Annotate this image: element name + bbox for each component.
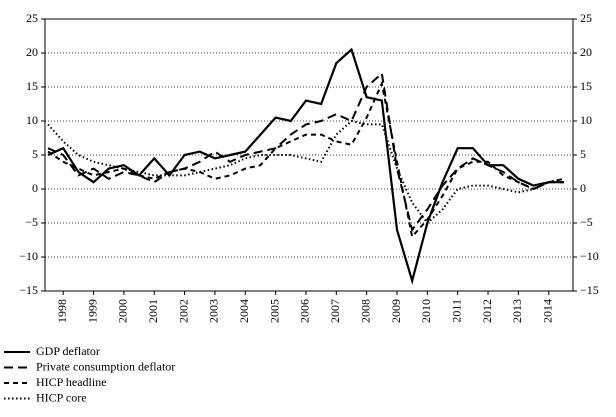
- y2-tick-label: 0: [580, 181, 586, 195]
- y2-tick-label: 15: [580, 79, 592, 93]
- legend-label: HICP headline: [36, 375, 107, 389]
- x-tick-label: 2002: [176, 299, 190, 323]
- y-tick-label: 5: [32, 147, 38, 161]
- x-tick-label: 1999: [85, 299, 99, 323]
- x-tick-label: 2014: [540, 299, 554, 323]
- y-tick-label: −5: [25, 215, 38, 229]
- x-tick-label: 1998: [55, 299, 69, 323]
- y2-tick-label: −10: [580, 249, 599, 263]
- x-tick-label: 2000: [116, 299, 130, 323]
- series-line: [47, 119, 565, 225]
- y2-tick-label: 20: [580, 45, 592, 59]
- legend-label: Private consumption deflator: [36, 359, 175, 373]
- x-tick-label: 2009: [389, 299, 403, 323]
- y2-tick-label: −15: [580, 283, 599, 297]
- x-tick-label: 2005: [267, 299, 281, 323]
- x-tick-label: 2008: [358, 299, 372, 323]
- y-tick-label: 20: [26, 45, 38, 59]
- series-line: [47, 80, 565, 239]
- x-tick-label: 2006: [298, 299, 312, 323]
- x-tick-label: 2003: [207, 299, 221, 323]
- y2-tick-label: 25: [580, 11, 592, 25]
- legend-label: HICP core: [36, 390, 87, 404]
- y2-tick-label: 10: [580, 113, 592, 127]
- y-tick-label: 15: [26, 79, 38, 93]
- y-tick-label: −10: [19, 249, 38, 263]
- x-tick-label: 2013: [510, 299, 524, 323]
- x-tick-label: 2011: [449, 299, 463, 323]
- x-tick-label: 2007: [328, 299, 342, 323]
- x-tick-label: 2010: [419, 299, 433, 323]
- legend-label: GDP deflator: [36, 344, 100, 358]
- x-tick-label: 2001: [146, 299, 160, 323]
- series-line: [47, 47, 564, 285]
- y2-tick-label: 5: [580, 147, 586, 161]
- x-tick-label: 2004: [237, 299, 251, 323]
- y-tick-label: 25: [26, 11, 38, 25]
- y2-tick-label: −5: [580, 215, 593, 229]
- y-tick-label: 10: [26, 113, 38, 127]
- y-tick-label: 0: [32, 181, 38, 195]
- series-line: [47, 71, 564, 233]
- x-tick-label: 2012: [480, 299, 494, 323]
- y-tick-label: −15: [19, 283, 38, 297]
